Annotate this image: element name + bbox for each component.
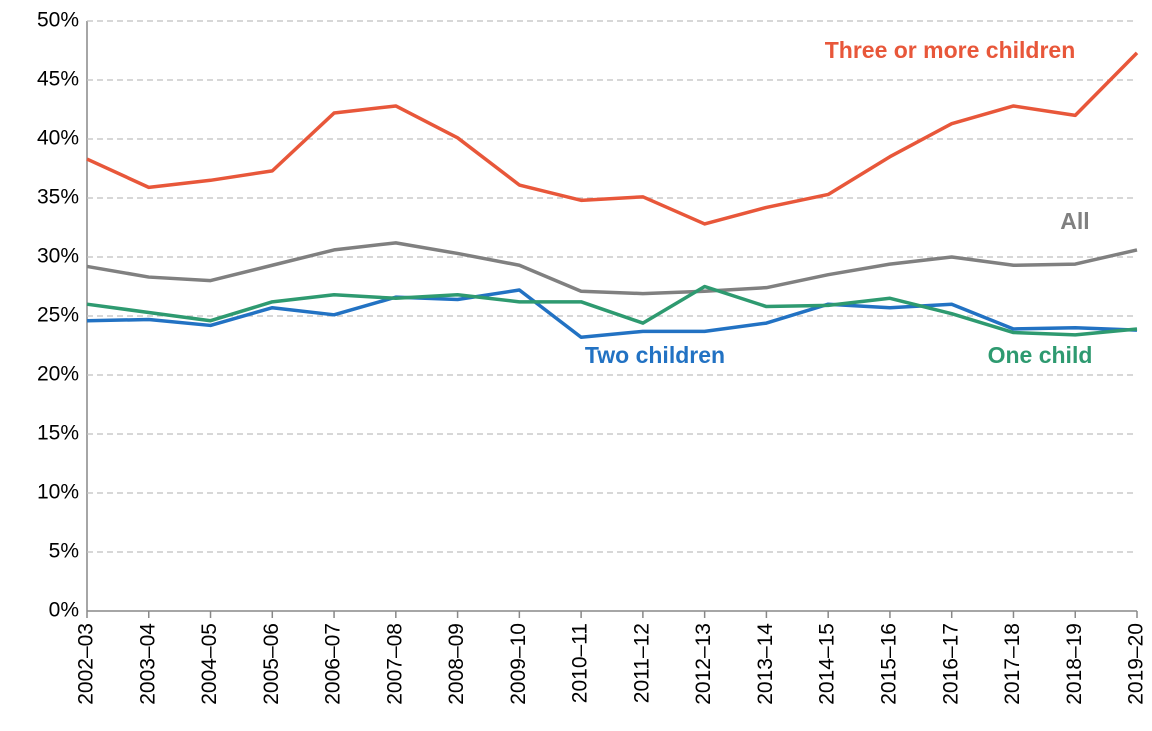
series-label: Two children	[585, 342, 725, 368]
x-tick-label: 2017–18	[1001, 623, 1024, 705]
x-tick-label: 2011–12	[630, 623, 653, 703]
x-tick-label: 2003–04	[136, 623, 159, 705]
y-tick-label: 30%	[37, 245, 79, 268]
x-tick-label: 2009–10	[507, 623, 530, 705]
x-tick-label: 2002–03	[75, 623, 98, 705]
series-line	[86, 288, 1138, 339]
y-tick-label: 0%	[49, 599, 79, 622]
series-label: Three or more children	[825, 37, 1076, 63]
series-label: One child	[988, 342, 1093, 368]
y-tick-label: 45%	[37, 68, 79, 91]
y-tick-label: 35%	[37, 186, 79, 209]
x-tick-label: 2019–20	[1125, 623, 1148, 705]
x-tick-label: 2004–05	[198, 623, 221, 705]
x-tick-label: 2018–19	[1063, 623, 1086, 705]
y-tick-label: 20%	[37, 363, 79, 386]
series-label: All	[1060, 208, 1089, 234]
y-tick-label: 10%	[37, 481, 79, 504]
x-tick-label: 2012–13	[692, 623, 715, 705]
series-line	[86, 241, 1138, 296]
y-tick-label: 5%	[49, 540, 79, 563]
x-tick-label: 2008–09	[445, 623, 468, 705]
x-tick-label: 2014–15	[816, 623, 839, 705]
x-tick-label: 2007–08	[383, 623, 406, 705]
series-line	[86, 51, 1139, 226]
x-tick-label: 2013–14	[754, 623, 777, 705]
y-tick-label: 25%	[37, 304, 79, 327]
x-tick-label: 2006–07	[322, 623, 345, 705]
y-tick-label: 15%	[37, 422, 79, 445]
y-tick-label: 40%	[37, 127, 79, 150]
x-tick-label: 2005–06	[260, 623, 283, 705]
x-tick-label: 2010–11	[569, 623, 592, 703]
series-line	[86, 284, 1138, 337]
x-tick-label: 2016–17	[939, 623, 962, 705]
x-tick-label: 2015–16	[877, 623, 900, 705]
y-tick-label: 50%	[37, 9, 79, 32]
